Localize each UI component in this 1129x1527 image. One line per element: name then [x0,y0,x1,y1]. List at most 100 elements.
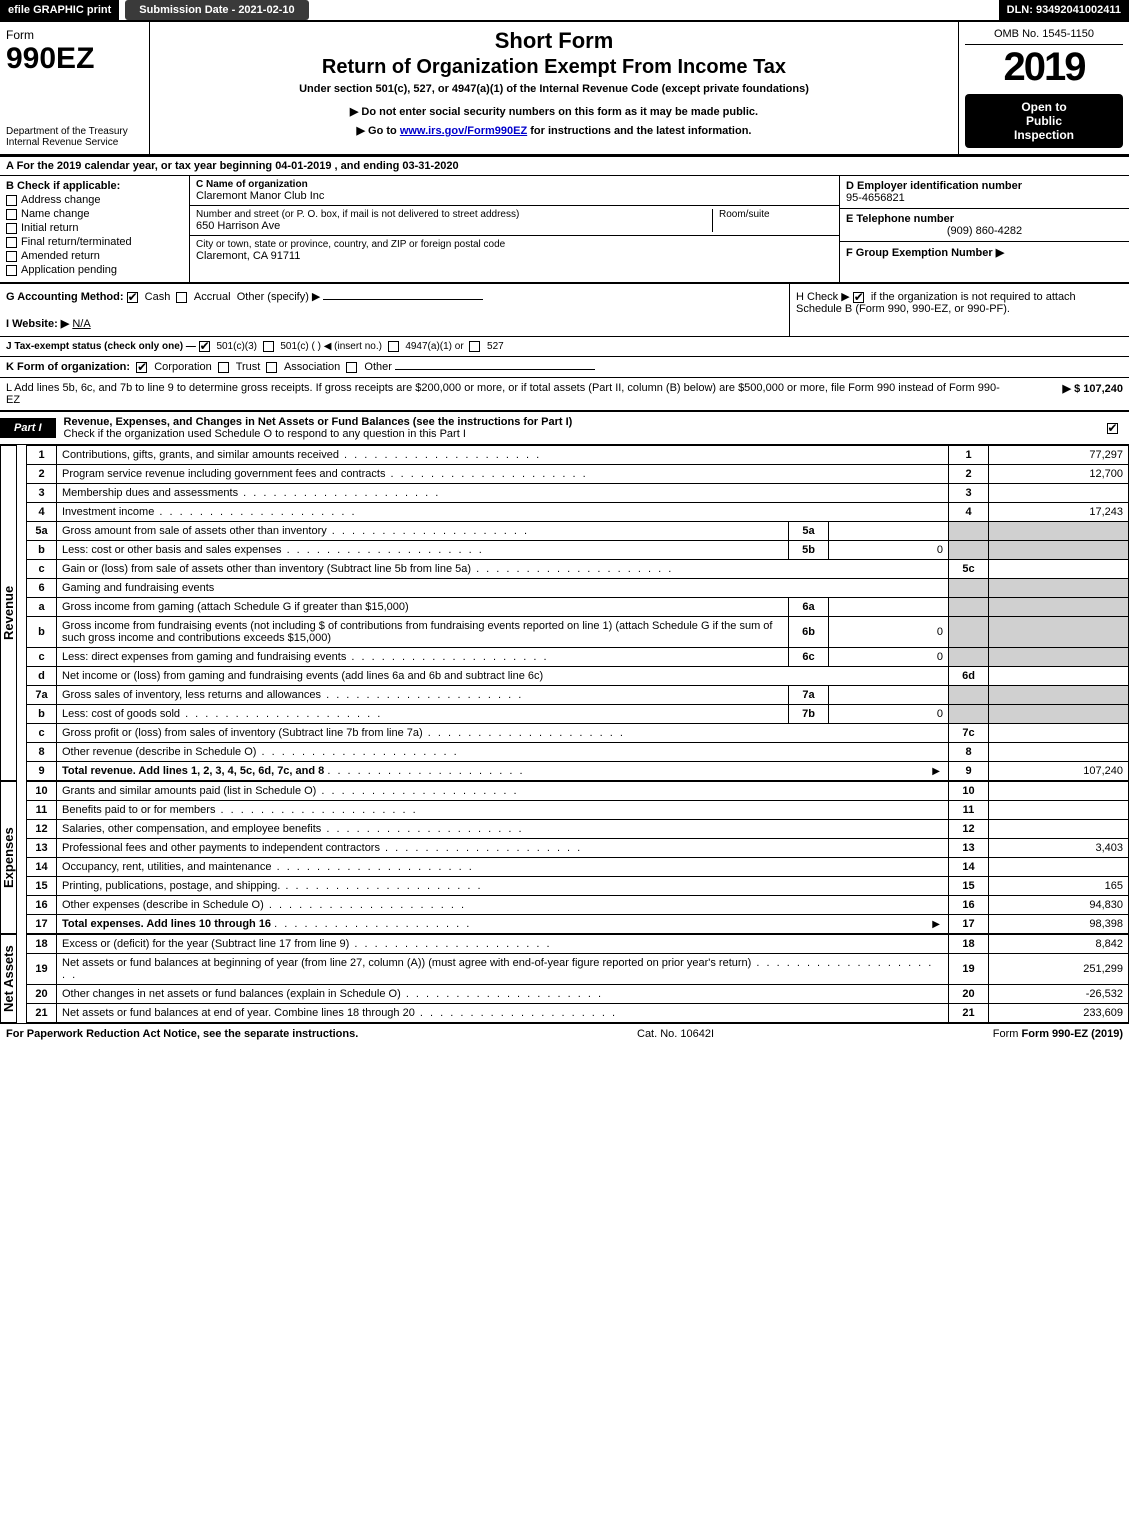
line-6d: dNet income or (loss) from gaming and fu… [27,667,1129,686]
row-a-tax-year: A For the 2019 calendar year, or tax yea… [0,157,1129,176]
section-b-label: B Check if applicable: [6,180,120,192]
org-other-field[interactable] [395,369,595,370]
open-line-1: Open to [969,100,1119,114]
chk-schedule-o[interactable] [1107,423,1118,434]
other-specify-field[interactable] [323,299,483,300]
line-5a: 5aGross amount from sale of assets other… [27,522,1129,541]
line-6: 6Gaming and fundraising events [27,579,1129,598]
chk-org-other[interactable] [346,362,357,373]
line-6b: bGross income from fundraising events (n… [27,617,1129,648]
addr-label: Number and street (or P. O. box, if mail… [196,209,706,220]
side-label-netassets: Net Assets [0,934,17,1023]
lbl-4947: 4947(a)(1) or [405,341,463,352]
chk-501c[interactable] [263,341,274,352]
row-l: L Add lines 5b, 6c, and 7b to line 9 to … [0,378,1129,412]
chk-trust[interactable] [218,362,229,373]
line-9: 9Total revenue. Add lines 1, 2, 3, 4, 5c… [27,762,1129,781]
row-gh: G Accounting Method: Cash Accrual Other … [0,284,1129,337]
row-l-text: L Add lines 5b, 6c, and 7b to line 9 to … [6,382,1003,406]
line-13: 13Professional fees and other payments t… [27,839,1129,858]
chk-501c3[interactable] [199,341,210,352]
lbl-name-change: Name change [21,208,90,220]
line-1: 1Contributions, gifts, grants, and simil… [27,446,1129,465]
org-name: Claremont Manor Club Inc [196,190,833,202]
chk-address-change[interactable] [6,195,17,206]
line-5b: bLess: cost or other basis and sales exp… [27,541,1129,560]
net-assets-section: Net Assets 18Excess or (deficit) for the… [0,934,1129,1023]
footer-left: For Paperwork Reduction Act Notice, see … [6,1028,358,1040]
chk-final-return[interactable] [6,237,17,248]
footer-right: Form 990-EZ (2019) [1022,1028,1123,1040]
open-line-3: Inspection [969,128,1119,142]
entity-block: B Check if applicable: Address change Na… [0,176,1129,284]
chk-cash[interactable] [127,292,138,303]
tel-label: E Telephone number [846,213,954,225]
section-b-checkboxes: B Check if applicable: Address change Na… [0,176,190,282]
lbl-address-change: Address change [21,194,101,206]
line-11: 11Benefits paid to or for members11 [27,801,1129,820]
chk-accrual[interactable] [176,292,187,303]
tax-year: 2019 [965,45,1123,90]
part-1-checkline: Check if the organization used Schedule … [64,428,466,440]
chk-initial-return[interactable] [6,223,17,234]
chk-amended-return[interactable] [6,251,17,262]
open-line-2: Public [969,114,1119,128]
link-prefix: ▶ Go to [357,125,400,137]
lbl-corporation: Corporation [154,361,211,373]
room-label: Room/suite [719,209,833,220]
lbl-initial-return: Initial return [21,222,78,234]
line-6a: aGross income from gaming (attach Schedu… [27,598,1129,617]
page-footer: For Paperwork Reduction Act Notice, see … [0,1023,1129,1044]
chk-name-change[interactable] [6,209,17,220]
efile-badge: efile GRAPHIC print [0,0,119,20]
expenses-section: Expenses 10Grants and similar amounts pa… [0,781,1129,934]
irs-label: Internal Revenue Service [6,137,143,148]
chk-association[interactable] [266,362,277,373]
row-g: G Accounting Method: Cash Accrual Other … [6,290,783,303]
part-1-tab: Part I [0,418,56,438]
chk-application-pending[interactable] [6,265,17,276]
row-j: J Tax-exempt status (check only one) — 5… [0,337,1129,357]
ein-label: D Employer identification number [846,180,1022,192]
group-exemption-label: F Group Exemption Number ▶ [846,247,1004,259]
part-1-title: Revenue, Expenses, and Changes in Net As… [64,416,573,428]
chk-schedule-b[interactable] [853,292,864,303]
lbl-other-specify: Other (specify) ▶ [237,291,321,303]
tel-value: (909) 860-4282 [846,225,1123,237]
line-4: 4Investment income417,243 [27,503,1129,522]
lbl-501c: 501(c) ( ) ◀ (insert no.) [280,341,382,352]
lbl-final-return: Final return/terminated [21,236,132,248]
line-21: 21Net assets or fund balances at end of … [27,1004,1129,1023]
title-short-form: Short Form [160,28,948,54]
revenue-table: 1Contributions, gifts, grants, and simil… [26,445,1129,781]
netassets-table: 18Excess or (deficit) for the year (Subt… [26,934,1129,1023]
org-name-label: C Name of organization [196,179,833,190]
row-l-amount: ▶ $ 107,240 [1003,382,1123,406]
footer-right-prefix: Form [993,1028,1022,1040]
lbl-527: 527 [487,341,504,352]
chk-527[interactable] [469,341,480,352]
lbl-org-other: Other [364,361,392,373]
side-label-revenue: Revenue [0,445,17,781]
line-5c: cGain or (loss) from sale of assets othe… [27,560,1129,579]
city-label: City or town, state or province, country… [196,239,833,250]
line-7a: 7aGross sales of inventory, less returns… [27,686,1129,705]
chk-corporation[interactable] [136,362,147,373]
line-2: 2Program service revenue including gover… [27,465,1129,484]
lbl-application-pending: Application pending [21,264,117,276]
website-value: N/A [72,318,90,330]
line-15: 15Printing, publications, postage, and s… [27,877,1129,896]
line-17: 17Total expenses. Add lines 10 through 1… [27,915,1129,934]
line-8: 8Other revenue (describe in Schedule O)8 [27,743,1129,762]
line-19: 19Net assets or fund balances at beginni… [27,954,1129,985]
form-word: Form [6,28,143,42]
row-k: K Form of organization: Corporation Trus… [0,357,1129,378]
line-16: 16Other expenses (describe in Schedule O… [27,896,1129,915]
irs-link[interactable]: www.irs.gov/Form990EZ [400,125,527,137]
chk-4947[interactable] [388,341,399,352]
lbl-amended-return: Amended return [21,250,100,262]
line-3: 3Membership dues and assessments3 [27,484,1129,503]
revenue-section: Revenue 1Contributions, gifts, grants, a… [0,445,1129,781]
lbl-cash: Cash [145,291,171,303]
lbl-501c3: 501(c)(3) [216,341,257,352]
